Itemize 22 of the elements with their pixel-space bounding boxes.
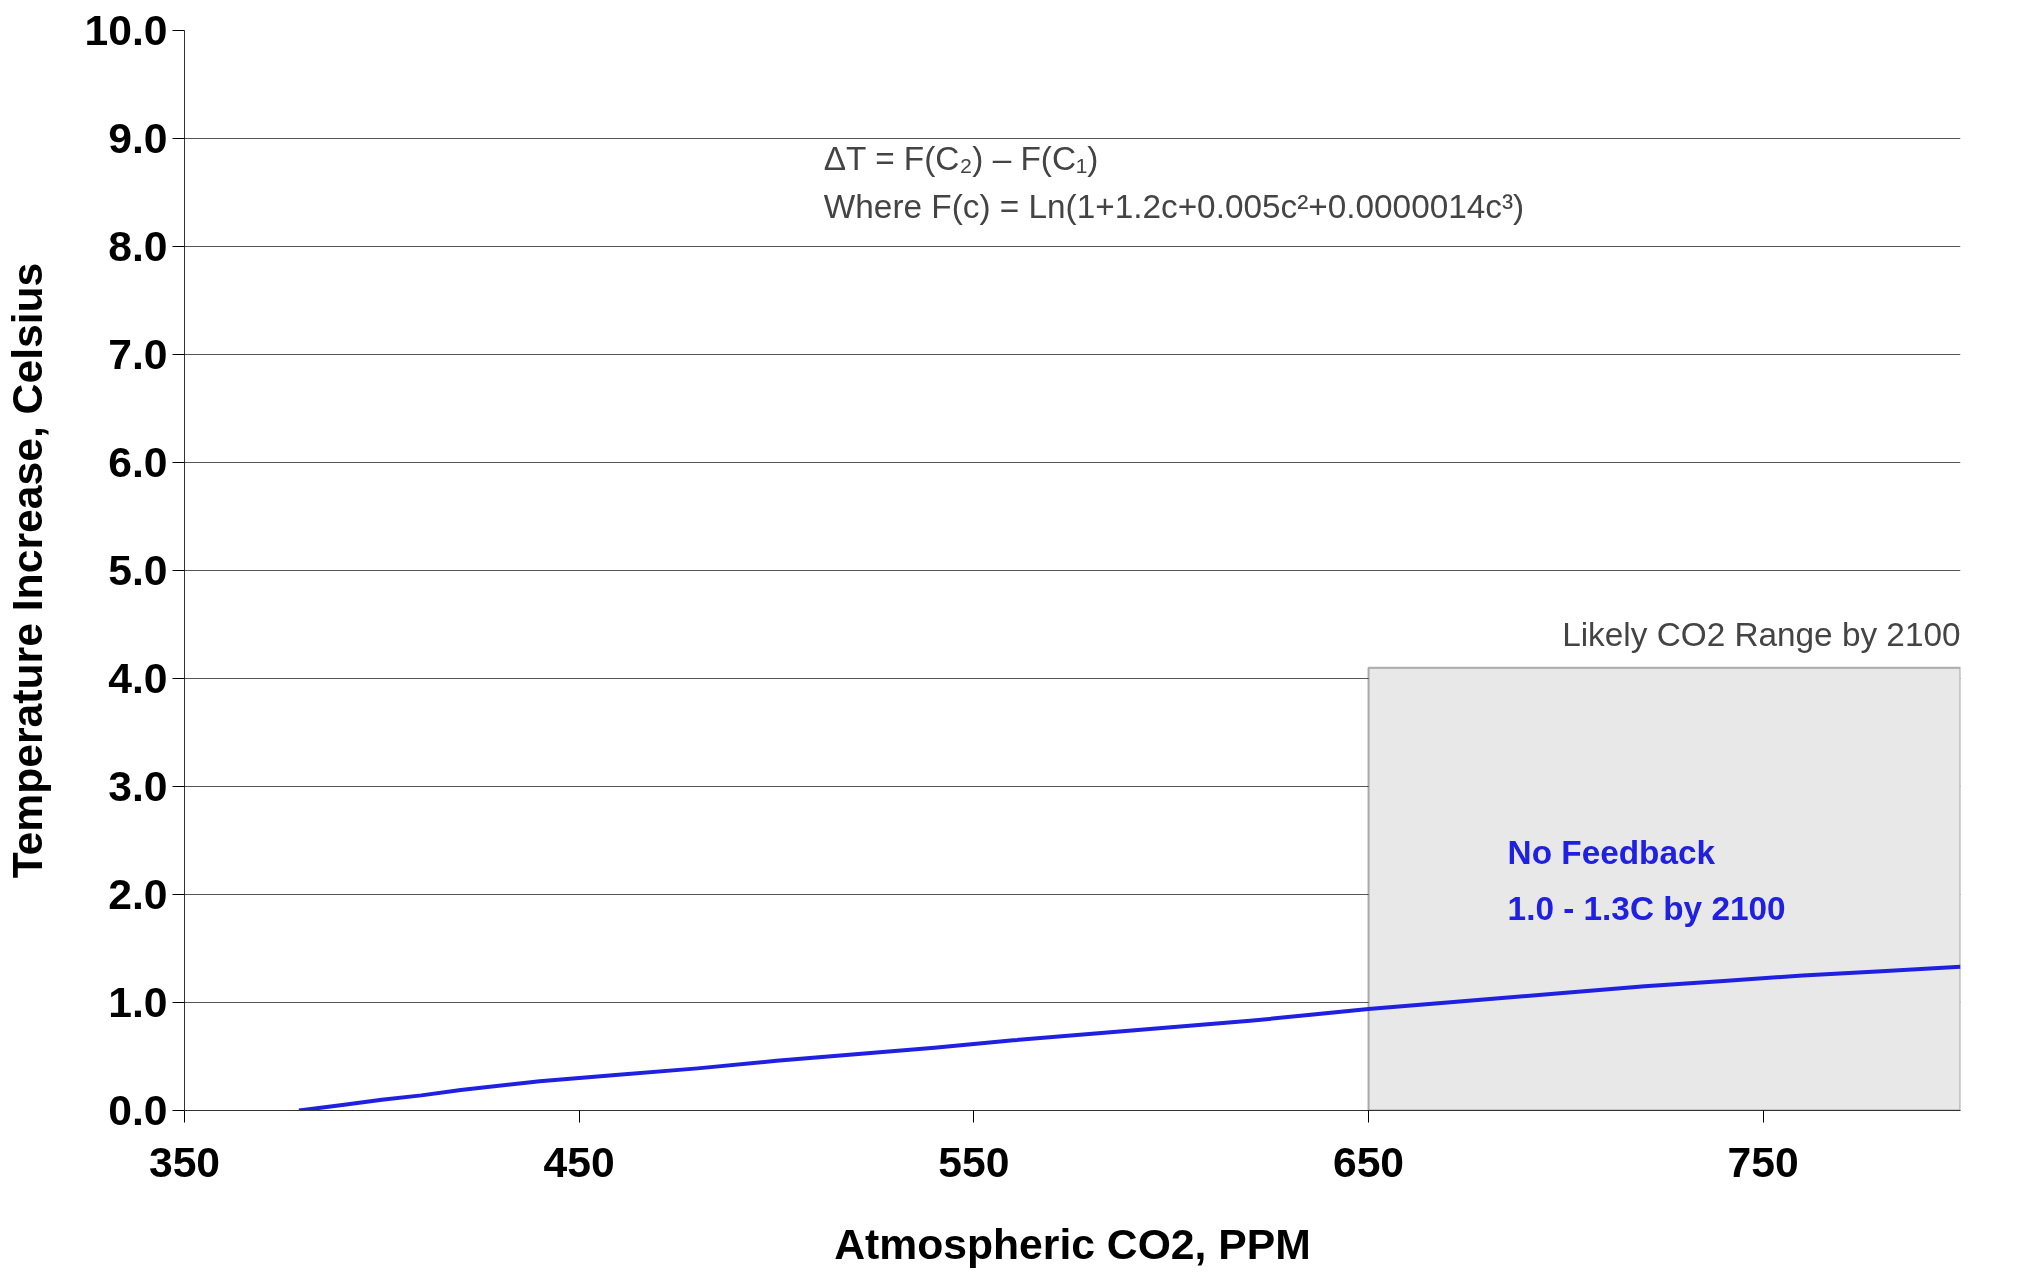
annotation: ΔT = F(C₂) – F(C₁) Where F(c) = Ln(1+1.2c+0.005c²+0.0000014c³) (823, 139, 1525, 225)
x-axis-title: Atmospheric CO2, PPM (834, 1219, 1311, 1268)
y-tick-label: 1.0 (108, 978, 168, 1026)
line-series (296, 964, 1961, 1111)
y-axis-title: Temperature Increase, Celsius (3, 262, 52, 879)
x-tick-label: 750 (1727, 1137, 1799, 1186)
y-tick-label: 2.0 (108, 870, 168, 918)
y-tick-label: 8.0 (108, 222, 168, 270)
y-tick-label: 3.0 (108, 762, 168, 810)
y-tick-label: 10.0 (84, 6, 168, 54)
y-tick-label: 0.0 (108, 1086, 168, 1134)
y-tick-label: 5.0 (108, 546, 168, 594)
y-tick-label: 4.0 (108, 654, 168, 702)
y-tick-label: 9.0 (108, 114, 168, 162)
x-tick-label: 650 (1332, 1137, 1405, 1186)
band-label: Likely CO2 Range by 2100 (1562, 615, 1961, 653)
x-tick-label: 350 (148, 1137, 221, 1186)
annotation: No Feedback 1.0 - 1.3C by 2100 (1507, 834, 1786, 927)
x-tick-label: 550 (938, 1137, 1010, 1186)
x-tick-label: 450 (543, 1137, 615, 1186)
y-tick-label: 6.0 (108, 438, 168, 486)
y-tick-label: 7.0 (108, 330, 168, 378)
